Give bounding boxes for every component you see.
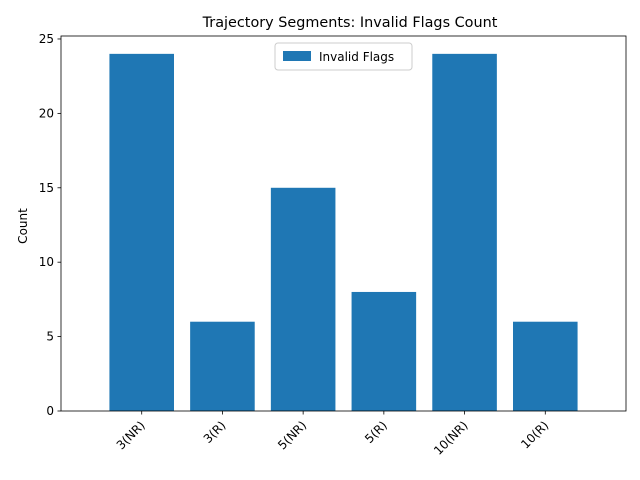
x-tick-label: 5(NR) [275, 418, 309, 452]
x-tick-label: 3(R) [201, 418, 229, 446]
chart-title: Trajectory Segments: Invalid Flags Count [202, 15, 498, 31]
y-tick-label: 5 [46, 330, 54, 344]
y-tick-label: 15 [39, 181, 54, 195]
y-tick-label: 0 [46, 404, 54, 418]
x-tick-label: 10(R) [518, 418, 551, 451]
bars-group [109, 53, 578, 411]
x-tick-label: 10(NR) [431, 418, 471, 458]
legend-swatch [283, 51, 311, 61]
legend-label: Invalid Flags [319, 50, 394, 64]
x-tick-label: 5(R) [362, 418, 390, 446]
y-axis-ticks: 0 5 10 15 20 25 [39, 32, 61, 418]
bar-10-nr [432, 53, 497, 411]
y-tick-label: 20 [39, 106, 54, 120]
x-tick-label: 3(NR) [114, 418, 148, 452]
y-axis-label: Count [16, 208, 30, 244]
bar-10-r [513, 321, 578, 411]
bar-3-nr [109, 53, 174, 411]
y-tick-label: 10 [39, 255, 54, 269]
bar-5-r [351, 291, 417, 411]
legend-box [274, 42, 413, 71]
bar-3-r [190, 321, 255, 411]
x-axis-ticks: 3(NR) 3(R) 5(NR) 5(R) 10(NR) 10(R) [114, 411, 551, 458]
y-tick-label: 25 [39, 32, 54, 46]
bar-5-nr [270, 187, 336, 411]
legend: Invalid Flags [274, 42, 413, 71]
plot-frame [60, 35, 627, 412]
